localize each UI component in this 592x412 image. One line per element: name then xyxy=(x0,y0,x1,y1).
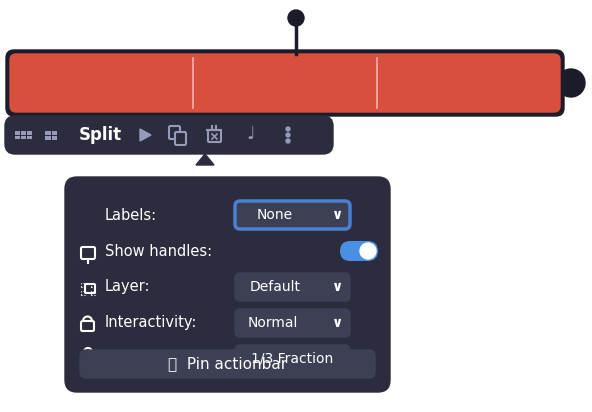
FancyBboxPatch shape xyxy=(235,201,350,229)
Bar xyxy=(81,283,85,287)
Polygon shape xyxy=(140,129,151,141)
Bar xyxy=(52,131,57,134)
FancyBboxPatch shape xyxy=(175,132,186,145)
Bar xyxy=(91,283,95,287)
FancyBboxPatch shape xyxy=(235,273,350,301)
Bar xyxy=(27,131,31,134)
Bar xyxy=(21,131,25,134)
FancyBboxPatch shape xyxy=(80,350,375,378)
Bar xyxy=(14,131,20,134)
Circle shape xyxy=(286,127,290,131)
Polygon shape xyxy=(196,154,214,165)
Circle shape xyxy=(288,10,304,26)
Text: ∨: ∨ xyxy=(332,208,343,222)
Bar xyxy=(45,136,50,140)
Text: Labels:: Labels: xyxy=(105,208,157,222)
FancyBboxPatch shape xyxy=(10,54,560,112)
FancyBboxPatch shape xyxy=(235,345,350,373)
FancyBboxPatch shape xyxy=(6,50,564,116)
Bar xyxy=(52,136,57,140)
Bar xyxy=(45,131,50,134)
Text: Default: Default xyxy=(249,280,301,294)
Circle shape xyxy=(557,69,585,97)
Text: ∨: ∨ xyxy=(332,280,343,294)
Text: Layer:: Layer: xyxy=(105,279,150,295)
Text: Normal: Normal xyxy=(248,316,298,330)
Text: Interactivity:: Interactivity: xyxy=(105,316,197,330)
Text: Alt Text:: Alt Text: xyxy=(105,351,164,367)
Text: 1/3 Fraction: 1/3 Fraction xyxy=(251,352,333,366)
Bar xyxy=(21,136,25,139)
Bar xyxy=(14,136,20,139)
Circle shape xyxy=(286,139,290,143)
Bar xyxy=(27,136,31,139)
FancyBboxPatch shape xyxy=(5,116,333,154)
Text: None: None xyxy=(257,208,293,222)
Bar xyxy=(91,291,95,295)
Text: Split: Split xyxy=(78,126,121,144)
Text: Show handles:: Show handles: xyxy=(105,243,212,258)
Bar xyxy=(81,291,85,295)
Circle shape xyxy=(360,243,376,259)
FancyBboxPatch shape xyxy=(340,241,378,261)
Text: 📌  Pin actionbar: 📌 Pin actionbar xyxy=(168,356,287,372)
Text: ♩: ♩ xyxy=(247,125,255,143)
FancyBboxPatch shape xyxy=(65,177,390,392)
Text: ∨: ∨ xyxy=(332,316,343,330)
Circle shape xyxy=(286,133,290,137)
FancyBboxPatch shape xyxy=(235,309,350,337)
